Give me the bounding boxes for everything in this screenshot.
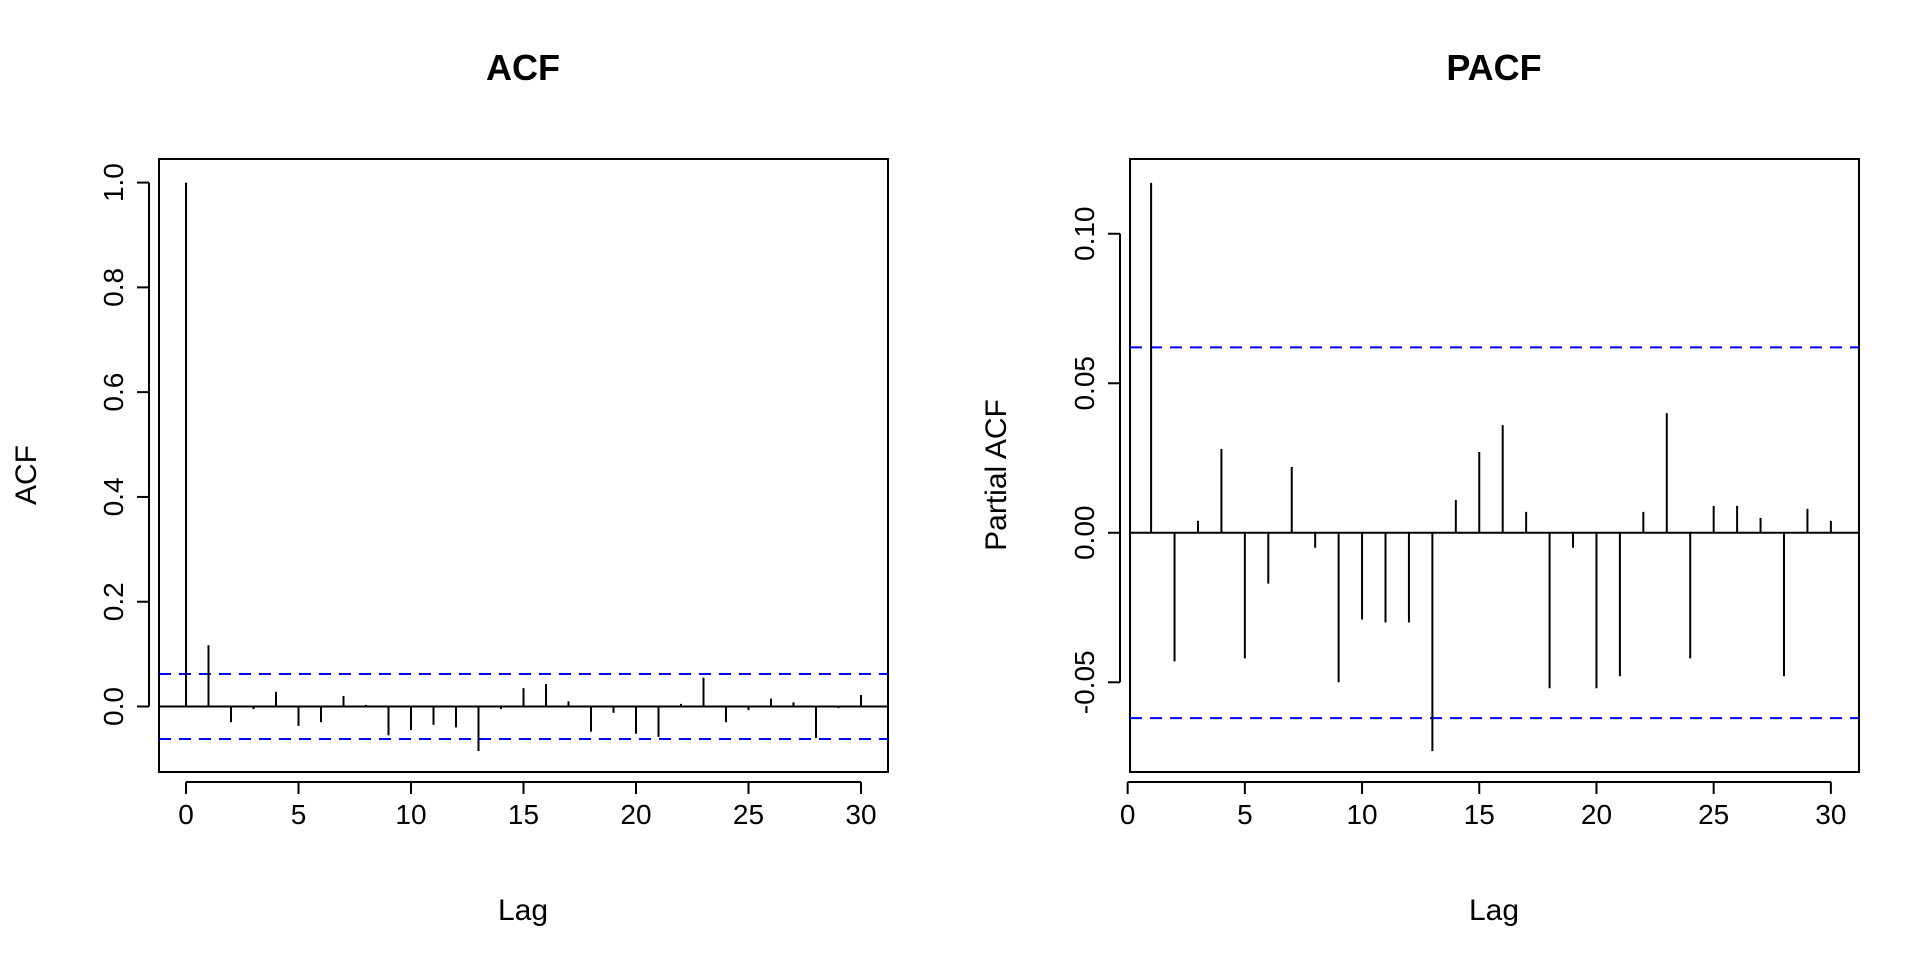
pacf-x-tick-label: 10 [1346,799,1377,830]
pacf-y-tick-label: -0.05 [1069,650,1100,714]
pacf-plot-frame [1129,158,1860,773]
pacf-x-tick-label: 15 [1464,799,1495,830]
acf-plot-frame [158,158,889,773]
acf-y-tick-label: 0.6 [98,373,129,412]
acf-x-tick-label: 0 [178,799,194,830]
pacf-marks [1130,182,1859,752]
acf-y-tick-label: 1.0 [98,163,129,202]
acf-x-tick-label: 25 [733,799,764,830]
acf-y-tick-label: 0.8 [98,268,129,307]
acf-x-tick-label: 20 [620,799,651,830]
acf-y-tick-label: 0.4 [98,477,129,516]
acf-x-tick-label: 5 [291,799,307,830]
acf-ticks: 0 5 10 15 20 25 30 0.0 0.2 0.4 0.6 0.8 1.0 [98,163,877,830]
acf-y-tick-label: 0.2 [98,582,129,621]
pacf-panel: PACF Lag Partial ACF 0 5 10 15 20 25 30 -0.05 0.… [980,47,1860,927]
pacf-y-tick-label: 0.10 [1069,207,1100,262]
pacf-x-tick-label: 25 [1698,799,1729,830]
pacf-x-axis-label: Lag [1469,894,1519,927]
acf-title: ACF [486,47,560,88]
acf-marks [159,182,888,752]
acf-x-axis-label: Lag [498,894,548,927]
pacf-x-tick-label: 20 [1581,799,1612,830]
pacf-ticks: 0 5 10 15 20 25 30 -0.05 0.00 0.05 0.10 [1069,207,1846,830]
acf-x-tick-label: 10 [395,799,426,830]
pacf-y-tick-label: 0.05 [1069,356,1100,411]
acf-y-axis-label: ACF [10,445,43,505]
acf-x-tick-label: 15 [508,799,539,830]
pacf-x-tick-label: 5 [1237,799,1253,830]
pacf-x-tick-label: 30 [1815,799,1846,830]
pacf-y-axis-label: Partial ACF [980,399,1013,551]
acf-y-tick-label: 0.0 [98,687,129,726]
acf-panel: ACF Lag ACF 0 5 10 15 20 25 30 0.0 0.2 0.4 0.6 0.8 1… [10,47,889,927]
pacf-x-tick-label: 0 [1120,799,1136,830]
pacf-title: PACF [1446,47,1541,88]
acf-x-tick-label: 30 [845,799,876,830]
pacf-y-tick-label: 0.00 [1069,506,1100,561]
